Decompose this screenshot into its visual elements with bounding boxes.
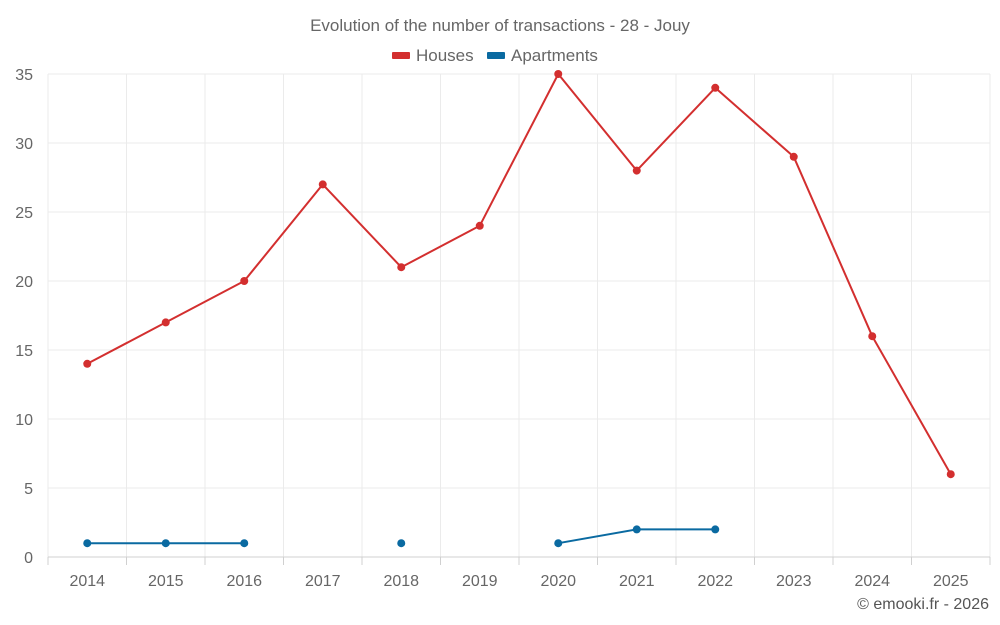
point-houses-2024 [868, 332, 877, 341]
point-houses-2015 [161, 318, 170, 327]
y-tick-label: 5 [24, 481, 33, 498]
point-apartments-2016 [240, 539, 249, 548]
legend: Houses Apartments [392, 46, 598, 65]
point-apartments-2021 [632, 525, 641, 534]
x-tick-label: 2017 [305, 573, 341, 590]
x-axis-ticks: 2014 2015 2016 2017 2018 2019 2020 2021 2022 2023… [47, 557, 991, 590]
point-apartments-2014 [83, 539, 92, 548]
point-apartments-2022 [711, 525, 720, 534]
line-houses [86, 73, 952, 475]
point-apartments-2020 [554, 539, 563, 548]
y-tick-label: 15 [15, 343, 33, 360]
legend-label-houses: Houses [416, 46, 474, 65]
legend-swatch-houses [392, 52, 410, 59]
point-houses-2014 [83, 359, 92, 368]
x-tick-label: 2014 [69, 573, 105, 590]
chart-title: Evolution of the number of transactions … [310, 16, 690, 35]
point-houses-2019 [475, 221, 484, 230]
x-tick-label: 2024 [854, 573, 890, 590]
point-houses-2022 [711, 83, 720, 92]
x-tick-label: 2020 [540, 573, 576, 590]
y-tick-label: 25 [15, 205, 33, 222]
x-tick-label: 2016 [226, 573, 262, 590]
point-apartments-2018 [397, 539, 406, 548]
x-tick-label: 2021 [619, 573, 655, 590]
x-tick-label: 2025 [933, 573, 969, 590]
grid [47, 73, 991, 557]
x-tick-label: 2015 [148, 573, 184, 590]
x-tick-label: 2018 [383, 573, 419, 590]
y-tick-label: 20 [15, 274, 33, 291]
point-houses-2016 [240, 277, 249, 285]
legend-item-houses[interactable]: Houses [392, 46, 474, 65]
x-tick-label: 2022 [697, 573, 733, 590]
point-houses-2021 [632, 166, 641, 175]
x-tick-label: 2019 [462, 573, 498, 590]
point-houses-2017 [318, 180, 327, 189]
y-tick-label: 0 [24, 550, 33, 567]
point-houses-2020 [554, 70, 563, 78]
point-houses-2025 [946, 470, 955, 479]
legend-label-apartments: Apartments [511, 46, 598, 65]
credit-text: © emooki.fr - 2026 [857, 596, 989, 613]
point-apartments-2015 [161, 539, 170, 548]
y-tick-label: 10 [15, 412, 33, 429]
y-axis-ticks: 0 5 10 15 20 25 30 35 [15, 67, 33, 567]
y-tick-label: 35 [15, 67, 33, 84]
point-houses-2023 [789, 152, 798, 161]
y-tick-label: 30 [15, 136, 33, 153]
series-layer [83, 70, 955, 548]
point-houses-2018 [397, 263, 406, 272]
x-tick-label: 2023 [776, 573, 812, 590]
series-apartments [83, 525, 720, 548]
legend-swatch-apartments [487, 52, 505, 59]
series-houses [83, 70, 955, 479]
legend-item-apartments[interactable]: Apartments [487, 46, 598, 65]
